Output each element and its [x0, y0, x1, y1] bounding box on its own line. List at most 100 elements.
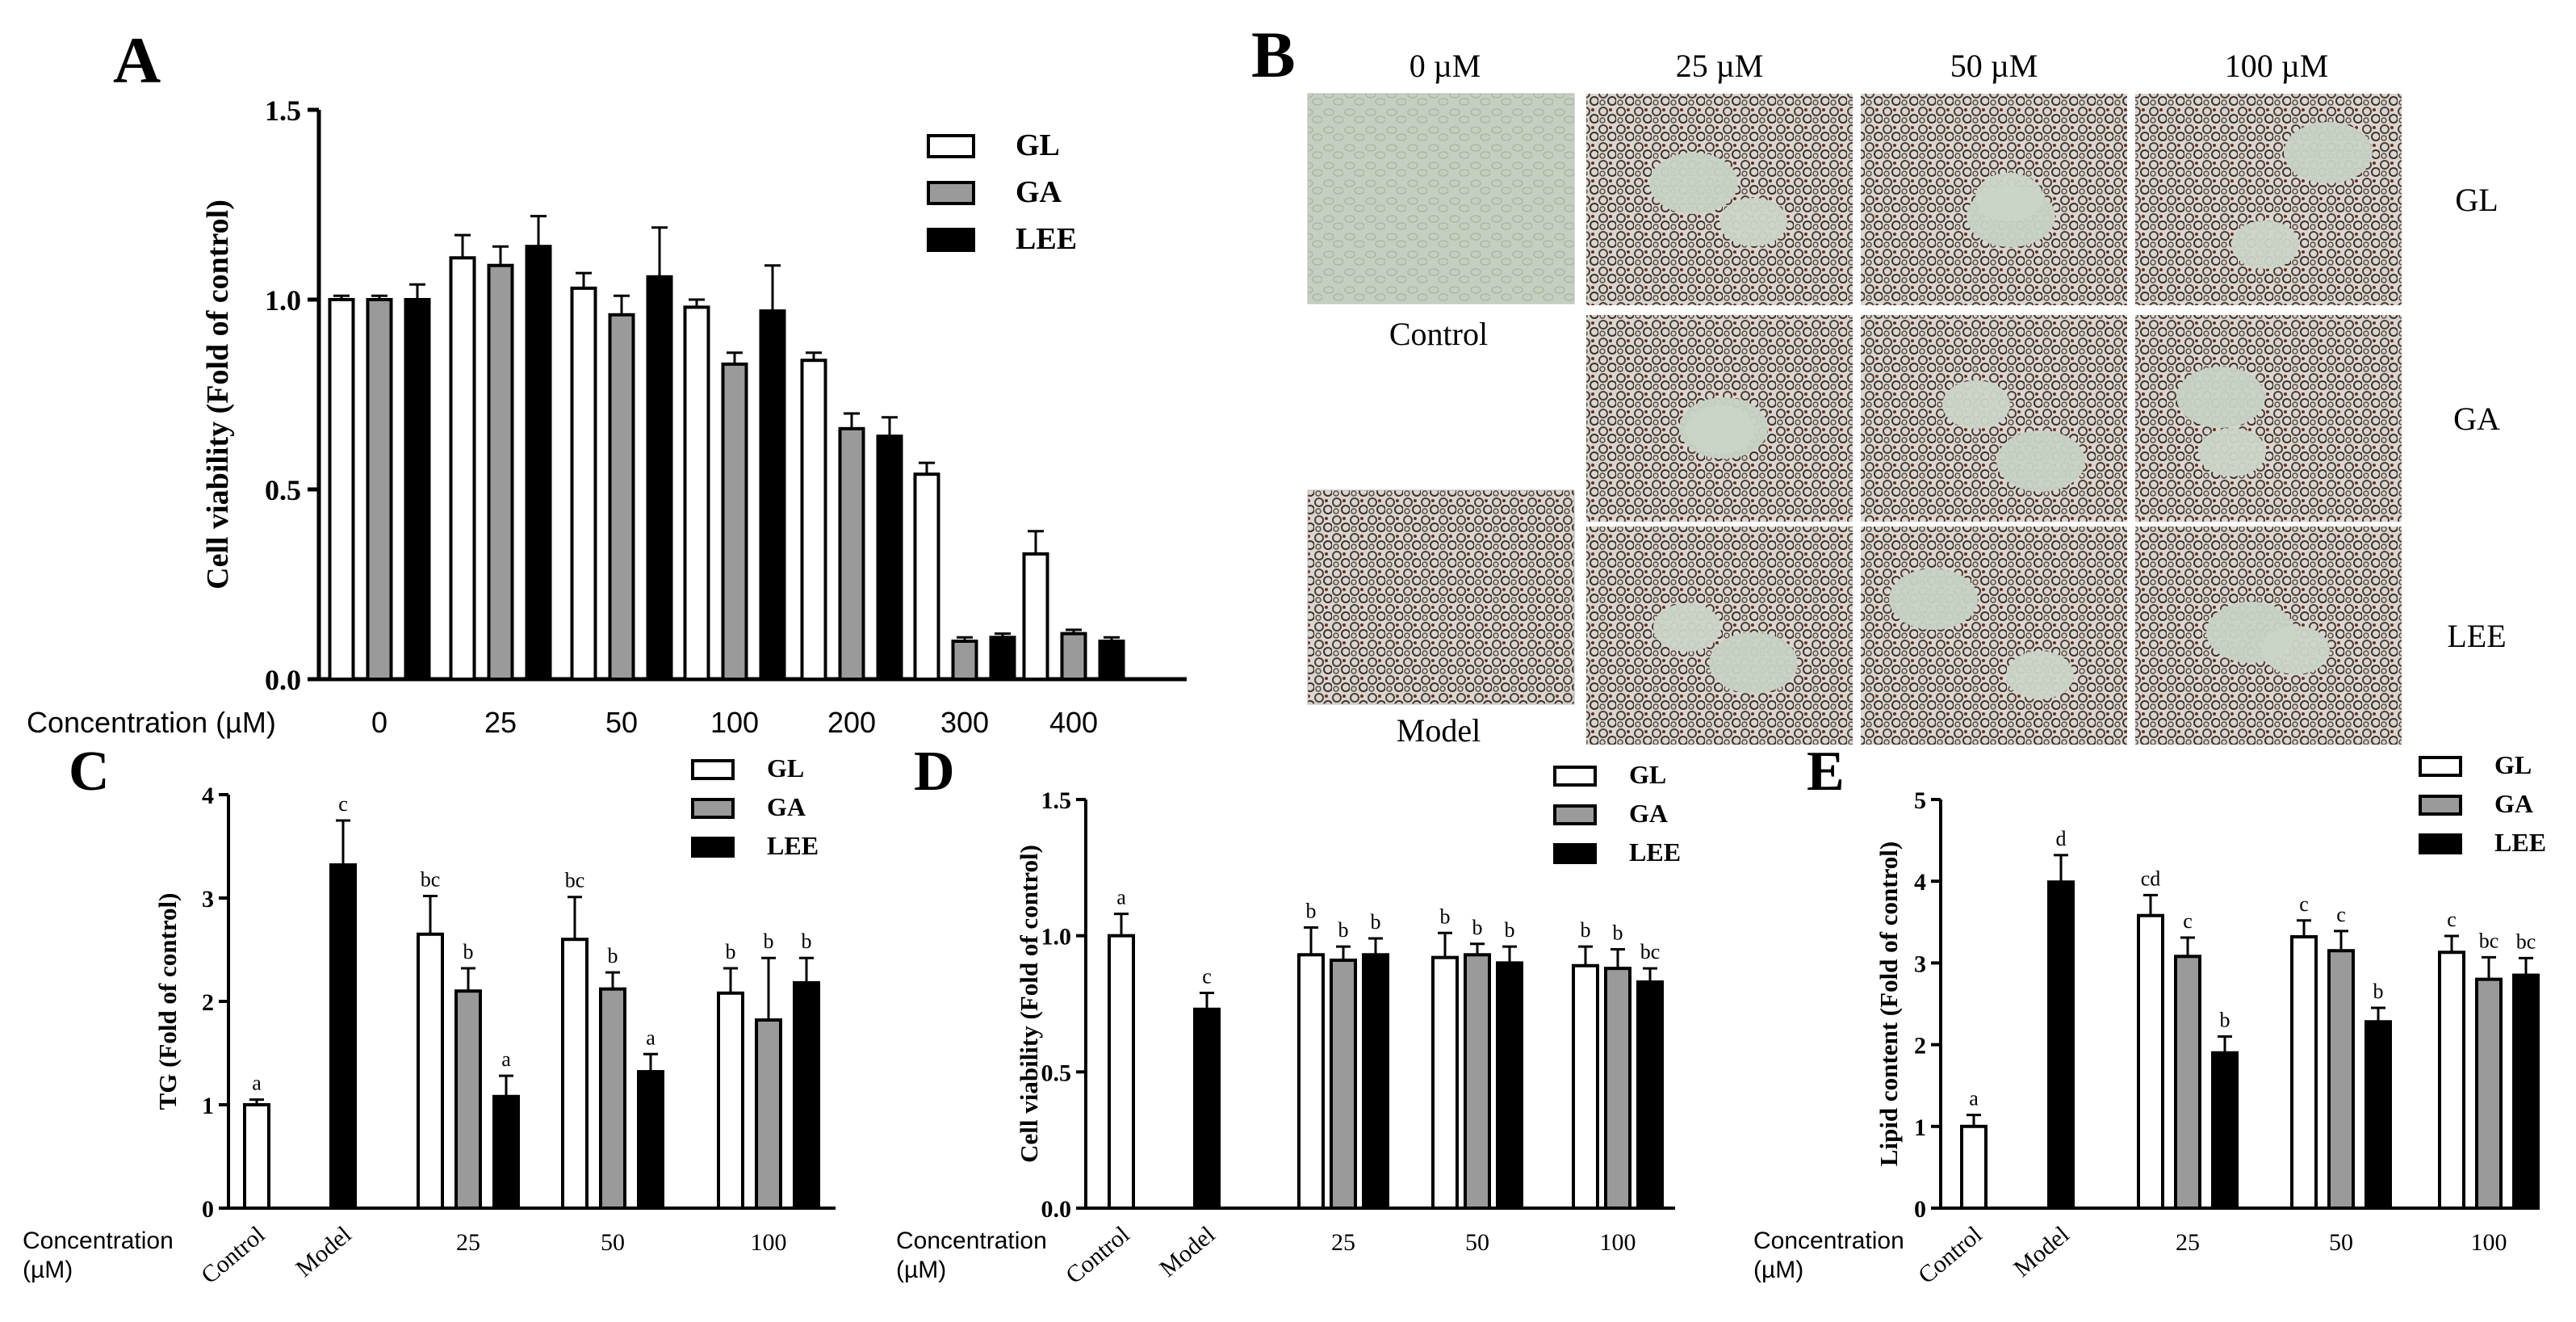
significance-letter: cd	[2141, 867, 2161, 890]
bar-lee	[2211, 1051, 2239, 1210]
bar-lee	[2512, 973, 2540, 1210]
legend-label: LEE	[767, 831, 819, 860]
legend-swatch-gl	[1553, 766, 1597, 787]
bar-ga	[2327, 949, 2355, 1210]
bar-lee	[1362, 953, 1389, 1211]
bar-gl	[1431, 955, 1459, 1210]
micrograph-gap	[2176, 367, 2265, 428]
x-tick-label: 300	[940, 706, 989, 739]
x-tick-label: Control	[1061, 1221, 1134, 1289]
significance-letter: a	[1969, 1087, 1979, 1110]
bar-ga	[951, 640, 978, 681]
legend-swatch-gl	[691, 759, 735, 780]
significance-letter: bc	[1640, 940, 1661, 963]
significance-letter: c	[338, 792, 348, 816]
bar-ga	[1330, 959, 1357, 1210]
x-tick-label: 25	[2176, 1229, 2200, 1256]
y-tick-label: 1.0	[265, 284, 301, 317]
x-axis-title-line: (µM)	[1753, 1257, 1803, 1283]
significance-letter: b	[1338, 918, 1349, 942]
panel-a-letter: A	[113, 23, 161, 97]
significance-letter: b	[1505, 918, 1515, 942]
bar-ga	[454, 989, 482, 1210]
significance-letter: bc	[565, 869, 585, 892]
panel-letter: D	[914, 741, 955, 803]
bar-lee	[492, 1094, 520, 1211]
bar-ga	[487, 263, 514, 681]
bar-control	[1960, 1124, 1987, 1211]
legend-label: GA	[767, 792, 806, 821]
column-header: 100 µM	[2225, 48, 2329, 84]
y-tick-label: 0.0	[1041, 1196, 1072, 1223]
y-tick-label: 4	[202, 783, 214, 809]
x-tick-label: Model	[1154, 1221, 1220, 1282]
bar-ga	[1464, 953, 1491, 1211]
micrograph-gap	[1975, 173, 2043, 221]
significance-letter: b	[1440, 904, 1451, 928]
bar-ga	[1604, 967, 1631, 1210]
panel-b-letter: B	[1251, 18, 1296, 91]
bar-lee	[637, 1070, 664, 1211]
bar-gl	[1572, 963, 1599, 1210]
y-tick-label: 3	[1914, 951, 1926, 977]
bar-model	[1193, 1007, 1221, 1211]
significance-letter: b	[463, 940, 474, 963]
x-tick-label: 25	[484, 706, 517, 739]
bar-gl	[800, 359, 827, 681]
x-tick-label: 50	[601, 1229, 625, 1256]
y-tick-label: 0	[202, 1196, 214, 1223]
bar-lee	[989, 636, 1016, 681]
significance-letter: bc	[2479, 929, 2499, 952]
legend-swatch-lee	[2419, 833, 2462, 854]
y-tick-label: 3	[202, 886, 214, 913]
bar-gl	[561, 938, 589, 1210]
x-tick-label: 200	[827, 706, 876, 739]
significance-letter: c	[2183, 909, 2193, 933]
row-label: GA	[2453, 401, 2500, 437]
y-tick-label: 2	[1914, 1033, 1926, 1060]
bar-lee	[793, 980, 820, 1210]
significance-letter: b	[726, 940, 736, 963]
control-label: Control	[1389, 316, 1488, 352]
bar-lee	[404, 298, 431, 681]
y-tick-label: 4	[1914, 869, 1926, 896]
bar-gl	[2137, 913, 2164, 1210]
significance-letter: b	[1306, 900, 1317, 923]
y-tick-label: 0.0	[265, 664, 301, 696]
bar-ga	[366, 298, 393, 681]
significance-letter: bc	[421, 867, 441, 891]
legend-swatch-ga	[927, 181, 975, 205]
bar-gl	[913, 472, 940, 682]
significance-letter: d	[2056, 827, 2067, 850]
y-tick-label: 1.5	[1041, 787, 1072, 814]
y-tick-label: 1	[202, 1093, 214, 1119]
y-axis-title: TG (Fold of control)	[153, 893, 182, 1110]
micrograph-gap	[1719, 198, 1787, 246]
y-tick-label: 0.5	[1041, 1060, 1072, 1086]
bar-ga	[755, 1018, 782, 1211]
x-tick-label: Model	[2008, 1221, 2074, 1282]
x-tick-label: 25	[1331, 1229, 1355, 1256]
bar-model	[2047, 880, 2075, 1211]
legend-swatch-gl	[2419, 756, 2462, 777]
micrograph-gap	[2006, 651, 2074, 699]
legend-label: GA	[1629, 799, 1668, 828]
model-image	[1307, 489, 1575, 705]
model-label: Model	[1397, 712, 1481, 749]
y-axis-title: Cell viability (Fold of control)	[1015, 845, 1043, 1163]
bar-gl	[1297, 953, 1325, 1211]
bar-control	[1108, 934, 1135, 1210]
x-axis-title: Concentration (µM)	[23, 1228, 174, 1283]
significance-letter: c	[2447, 908, 2457, 931]
micrograph-gap	[2284, 122, 2373, 183]
significance-letter: b	[1472, 916, 1483, 939]
column-header: 50 µM	[1950, 48, 2038, 84]
column-header: 0 µM	[1409, 48, 1481, 84]
micrograph-ga	[2135, 315, 2402, 522]
legend-label: LEE	[1016, 222, 1077, 256]
x-tick-label: Control	[1913, 1221, 1987, 1289]
bar-lee	[646, 275, 673, 681]
bar-model	[329, 863, 357, 1211]
x-axis-title-line: Concentration	[1753, 1228, 1904, 1254]
